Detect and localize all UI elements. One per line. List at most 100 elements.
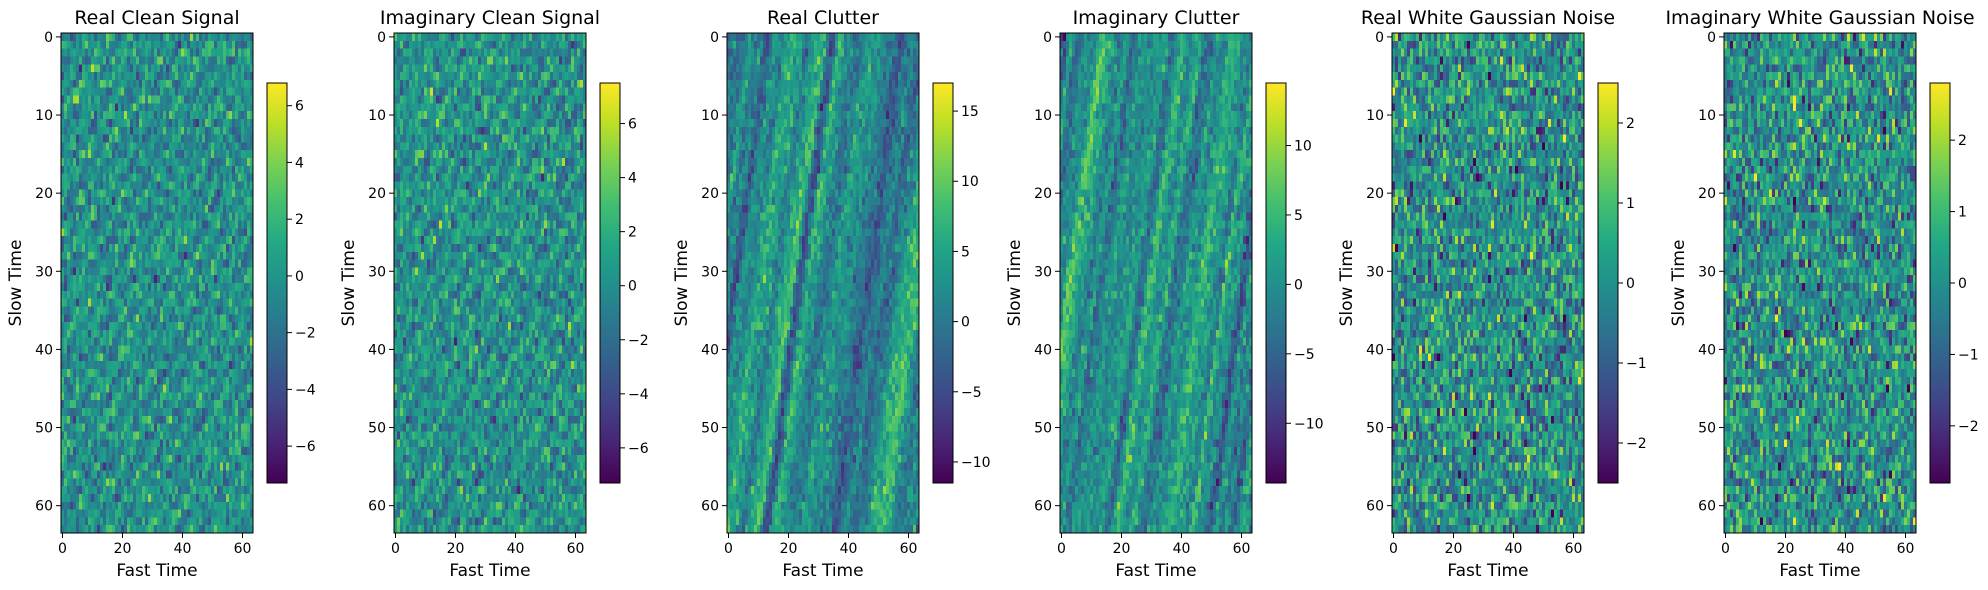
- heatmap-cell: [214, 79, 218, 89]
- heatmap-cell: [490, 56, 494, 65]
- heatmap-cell: [139, 275, 143, 284]
- heatmap-cell: [79, 408, 83, 417]
- heatmap-cell: [115, 95, 119, 104]
- heatmap-cell: [136, 165, 140, 175]
- heatmap-cell: [139, 501, 143, 510]
- heatmap-cell: [142, 111, 146, 120]
- heatmap-cell: [118, 306, 122, 315]
- heatmap-cell: [106, 64, 110, 73]
- heatmap-cell: [169, 322, 173, 331]
- heatmap-cell: [565, 126, 569, 135]
- heatmap-cell: [175, 376, 179, 385]
- heatmap-cell: [211, 408, 215, 417]
- heatmap-cell: [163, 251, 167, 260]
- heatmap-cell: [91, 228, 95, 237]
- heatmap-cell: [208, 470, 212, 479]
- heatmap-cell: [103, 251, 107, 260]
- heatmap-cell: [76, 259, 80, 268]
- heatmap-cell: [214, 103, 218, 112]
- heatmap-cell: [94, 337, 98, 346]
- heatmap-cell: [154, 40, 158, 50]
- heatmap-cell: [229, 259, 233, 268]
- heatmap-cell: [148, 517, 152, 526]
- heatmap-cell: [148, 181, 152, 190]
- heatmap-cell: [130, 345, 134, 354]
- heatmap-cell: [244, 204, 248, 214]
- heatmap-cell: [97, 87, 101, 96]
- heatmap-cell: [241, 439, 245, 448]
- heatmap-cell: [577, 56, 581, 65]
- heatmap-cell: [463, 118, 467, 128]
- heatmap-cell: [244, 454, 248, 464]
- heatmap-cell: [82, 173, 86, 182]
- heatmap-cell: [172, 197, 176, 206]
- heatmap-cell: [115, 361, 119, 370]
- heatmap-cell: [205, 392, 209, 401]
- heatmap-cell: [157, 525, 161, 534]
- heatmap-cell: [109, 517, 113, 526]
- heatmap-cell: [127, 126, 131, 135]
- heatmap-cell: [226, 353, 230, 362]
- heatmap-cell: [511, 103, 515, 112]
- heatmap-cell: [130, 79, 134, 89]
- heatmap-cell: [247, 48, 251, 57]
- heatmap-cell: [202, 392, 206, 401]
- heatmap-cell: [82, 181, 86, 190]
- heatmap-cell: [100, 368, 104, 378]
- heatmap-cell: [199, 79, 203, 89]
- heatmap-cell: [223, 290, 227, 300]
- heatmap-cell: [142, 243, 146, 253]
- heatmap-cell: [232, 345, 236, 354]
- heatmap-cell: [184, 314, 188, 323]
- heatmap-cell: [199, 87, 203, 96]
- heatmap-cell: [88, 158, 92, 167]
- heatmap-cell: [187, 290, 191, 300]
- heatmap-cell: [163, 439, 167, 448]
- heatmap-cell: [151, 368, 155, 378]
- heatmap-cell: [136, 415, 140, 425]
- heatmap-cell: [409, 111, 413, 120]
- heatmap-cell: [115, 158, 119, 167]
- heatmap-cell: [247, 267, 251, 276]
- heatmap-cell: [445, 118, 449, 128]
- heatmap-cell: [88, 314, 92, 323]
- heatmap-cell: [457, 40, 461, 50]
- heatmap-cell: [145, 353, 149, 362]
- heatmap-cell: [241, 64, 245, 73]
- heatmap-cell: [136, 267, 140, 276]
- heatmap-cell: [430, 72, 434, 81]
- heatmap-cell: [565, 64, 569, 73]
- heatmap-cell: [448, 79, 452, 89]
- heatmap-cell: [130, 439, 134, 448]
- heatmap-cell: [184, 431, 188, 440]
- heatmap-cell: [67, 462, 71, 471]
- heatmap-cell: [91, 111, 95, 120]
- heatmap-cell: [226, 517, 230, 526]
- heatmap-cell: [214, 87, 218, 96]
- heatmap-cell: [136, 103, 140, 112]
- heatmap-cell: [196, 72, 200, 81]
- heatmap-cell: [481, 87, 485, 96]
- heatmap-cell: [475, 118, 479, 128]
- heatmap-cell: [193, 478, 197, 487]
- heatmap-cell: [172, 79, 176, 89]
- heatmap-cell: [154, 306, 158, 315]
- heatmap-cell: [139, 329, 143, 339]
- heatmap-cell: [124, 243, 128, 253]
- heatmap-cell: [94, 103, 98, 112]
- heatmap-cell: [247, 486, 251, 495]
- heatmap-cell: [73, 337, 77, 346]
- heatmap-cell: [244, 142, 248, 151]
- heatmap-cell: [232, 470, 236, 479]
- heatmap-cell: [130, 40, 134, 50]
- heatmap-cell: [214, 236, 218, 245]
- heatmap-cell: [121, 126, 125, 135]
- heatmap-cell: [136, 517, 140, 526]
- heatmap-cell: [556, 79, 560, 89]
- heatmap-cell: [466, 103, 470, 112]
- heatmap-cell: [91, 329, 95, 339]
- heatmap-cell: [247, 306, 251, 315]
- heatmap-cell: [145, 431, 149, 440]
- heatmap-cell: [205, 204, 209, 214]
- heatmap-cell: [103, 376, 107, 385]
